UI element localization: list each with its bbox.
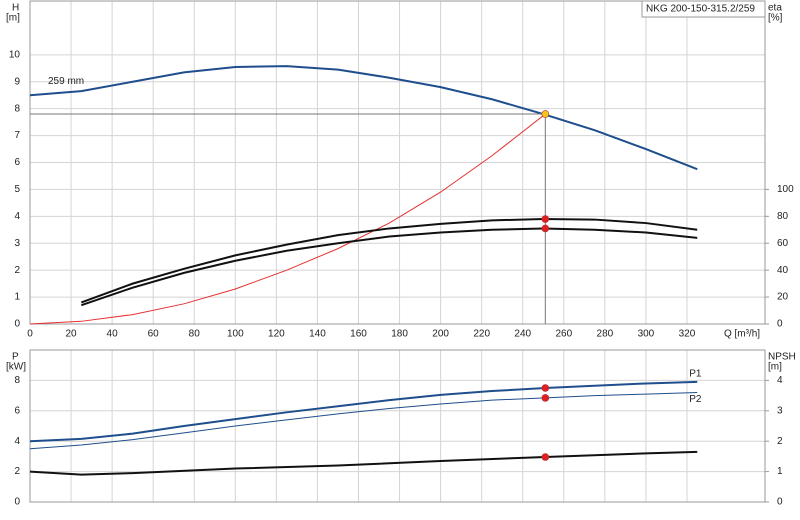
y2-tick-label: 60 bbox=[777, 238, 789, 249]
x-tick-label: 320 bbox=[679, 329, 696, 340]
series-line bbox=[29, 392, 698, 450]
x-tick-label: 240 bbox=[514, 329, 531, 340]
y2-axis-label: NPSH bbox=[768, 352, 796, 363]
x-tick-label: 20 bbox=[65, 329, 77, 340]
series-line bbox=[80, 218, 698, 304]
y-tick-label: 8 bbox=[14, 375, 20, 386]
operating-point bbox=[541, 394, 550, 402]
chart-title: NKG 200-150-315.2/259 bbox=[646, 4, 755, 15]
y2-axis-unit: [m] bbox=[768, 362, 782, 373]
x-tick-label: 300 bbox=[638, 329, 655, 340]
y2-tick-label: 0 bbox=[777, 319, 783, 330]
y-tick-label: 0 bbox=[14, 319, 20, 330]
y2-tick-label: 100 bbox=[777, 184, 794, 195]
plot-frame bbox=[29, 0, 766, 325]
plot-frame bbox=[29, 349, 766, 503]
series-label: P1 bbox=[689, 369, 702, 380]
x-tick-label: 80 bbox=[189, 329, 201, 340]
series-line bbox=[81, 227, 698, 307]
operating-point bbox=[541, 110, 550, 118]
x-tick-label: 220 bbox=[473, 329, 490, 340]
operating-point bbox=[541, 224, 550, 233]
y-axis-label: P bbox=[12, 352, 19, 363]
y2-axis-label: eta bbox=[768, 3, 782, 14]
x-tick-label: 40 bbox=[107, 329, 119, 340]
x-axis-label: Q [m³/h] bbox=[724, 329, 760, 340]
x-tick-label: 60 bbox=[148, 329, 160, 340]
y2-tick-label: 0 bbox=[777, 497, 783, 508]
y-axis-unit: [kW] bbox=[6, 362, 26, 373]
y-tick-label: 5 bbox=[14, 184, 20, 195]
title-box bbox=[641, 0, 766, 18]
series-label: P2 bbox=[689, 394, 702, 405]
x-tick-label: 140 bbox=[309, 329, 326, 340]
operating-point bbox=[541, 384, 550, 392]
y-tick-label: 9 bbox=[14, 76, 20, 87]
series-line bbox=[29, 450, 698, 476]
series-line bbox=[29, 65, 698, 171]
y-tick-label: 8 bbox=[14, 103, 20, 114]
y2-tick-label: 40 bbox=[777, 265, 789, 276]
y2-tick-label: 20 bbox=[777, 292, 789, 303]
y-tick-label: 7 bbox=[14, 130, 20, 141]
y-tick-label: 10 bbox=[9, 49, 21, 60]
y-tick-label: 4 bbox=[14, 211, 20, 222]
x-tick-label: 180 bbox=[391, 329, 408, 340]
y-tick-label: 4 bbox=[14, 436, 20, 447]
annotation: 259 mm bbox=[48, 76, 84, 87]
x-tick-label: 100 bbox=[227, 329, 244, 340]
operating-point bbox=[541, 215, 550, 223]
y2-tick-label: 1 bbox=[777, 466, 783, 477]
x-tick-label: 200 bbox=[432, 329, 449, 340]
y-tick-label: 1 bbox=[14, 292, 20, 303]
y-tick-label: 6 bbox=[14, 405, 20, 416]
y-tick-label: 2 bbox=[14, 265, 20, 276]
x-tick-label: 120 bbox=[268, 329, 285, 340]
y2-axis-unit: [%] bbox=[768, 13, 783, 24]
y-tick-label: 6 bbox=[14, 157, 20, 168]
y2-tick-label: 3 bbox=[777, 405, 783, 416]
series-line bbox=[29, 113, 546, 325]
x-tick-label: 0 bbox=[27, 329, 33, 340]
operating-point bbox=[541, 453, 550, 461]
y2-tick-label: 80 bbox=[777, 211, 789, 222]
y-axis-unit: [m] bbox=[6, 13, 20, 24]
y-tick-label: 0 bbox=[14, 497, 20, 508]
y-tick-label: 2 bbox=[14, 466, 20, 477]
y2-tick-label: 4 bbox=[777, 375, 783, 386]
y-axis-label: H bbox=[12, 3, 19, 14]
x-tick-label: 280 bbox=[597, 329, 614, 340]
x-tick-label: 260 bbox=[555, 329, 572, 340]
x-tick-label: 160 bbox=[350, 329, 367, 340]
y-tick-label: 3 bbox=[14, 238, 20, 249]
series-line bbox=[29, 380, 698, 443]
y2-tick-label: 2 bbox=[777, 436, 783, 447]
